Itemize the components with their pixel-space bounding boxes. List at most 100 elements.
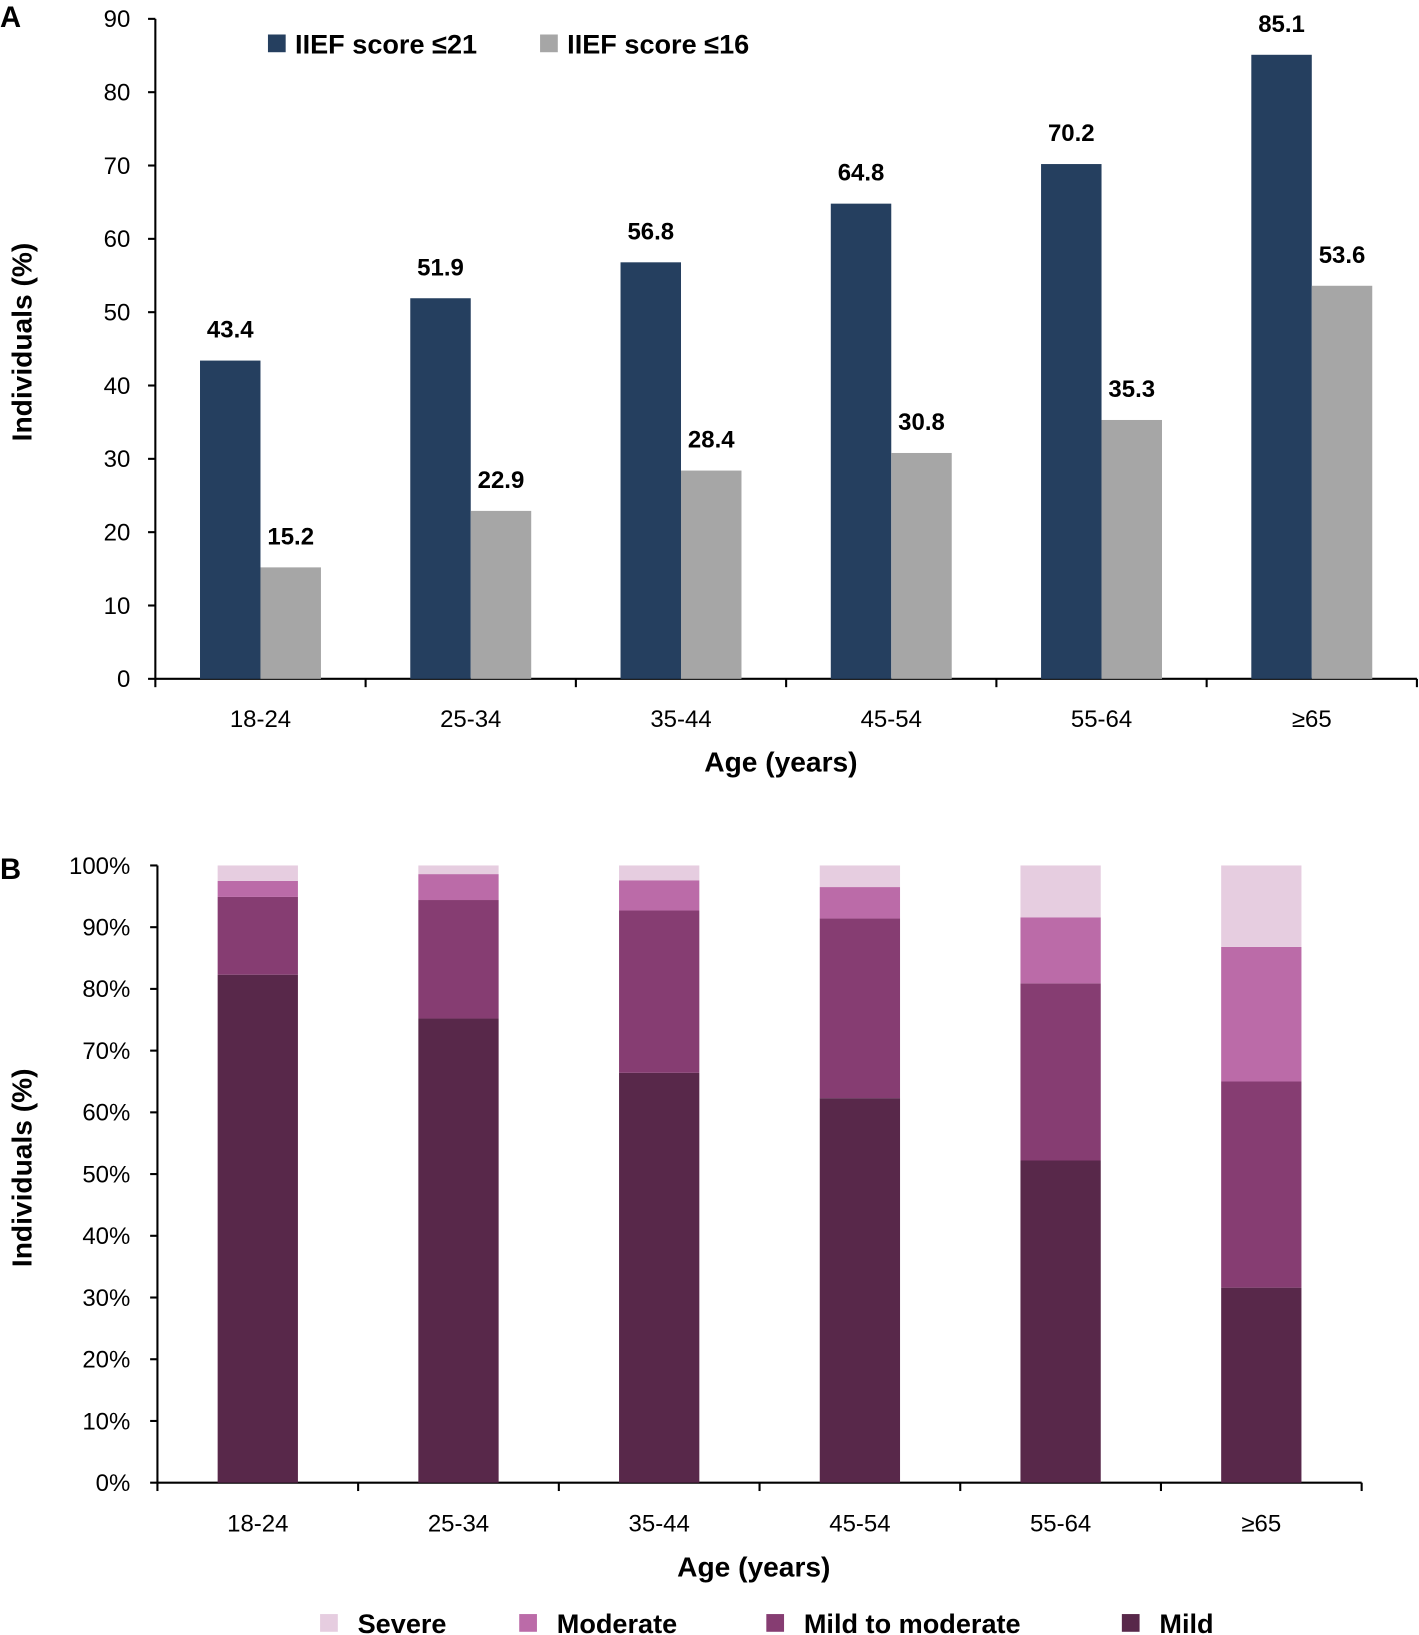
bar-segment-moderate [418, 874, 499, 901]
x-axis-title: Age (years) [677, 1552, 830, 1583]
bar-segment-severe [819, 865, 901, 888]
y-tick-label: 100% [69, 853, 130, 880]
legend-swatch [766, 1614, 785, 1632]
y-axis-title: Individuals (%) [6, 1069, 37, 1268]
data-label: 15.2 [267, 523, 314, 550]
legend-swatch [519, 1614, 537, 1632]
y-tick-label: 10% [82, 1408, 130, 1435]
bar-segment-severe [418, 865, 499, 875]
y-tick-label: 80% [82, 976, 130, 1003]
y-tick-label: 0% [96, 1470, 131, 1497]
y-tick-label: 90% [82, 915, 130, 942]
legend-swatch [540, 34, 558, 53]
bar-iief-21 [1041, 164, 1102, 679]
y-tick-label: 50% [82, 1161, 130, 1188]
bar-segment-mild [217, 974, 298, 1483]
y-tick-label: 20% [82, 1347, 130, 1374]
y-tick-label: 40% [82, 1223, 130, 1250]
y-tick-label: 80 [104, 80, 131, 107]
bar-iief-16 [470, 510, 532, 679]
bar-segment-severe [1020, 865, 1101, 918]
data-label: 70.2 [1048, 120, 1095, 147]
legend-label: Severe [358, 1608, 447, 1635]
bar-iief-21 [200, 360, 261, 679]
data-label: 28.4 [688, 427, 735, 454]
y-tick-label: 0 [117, 666, 130, 693]
bar-segment-mild [819, 1098, 901, 1483]
bar-segment-severe [619, 865, 700, 881]
bar-iief-21 [410, 298, 471, 679]
legend-swatch [320, 1614, 338, 1632]
data-label: 53.6 [1319, 242, 1366, 269]
x-tick-label: 55-64 [1071, 706, 1132, 733]
bar-segment-mild [418, 1018, 499, 1483]
bar-iief-21 [1251, 54, 1312, 679]
legend-swatch [1121, 1614, 1140, 1632]
bar-iief-16 [1101, 419, 1162, 679]
y-tick-label: 70% [82, 1038, 130, 1065]
legend-label: IIEF score ≤16 [567, 28, 749, 59]
data-label: 51.9 [417, 254, 464, 281]
bar-segment-moderate [1221, 946, 1302, 1082]
y-tick-label: 30 [104, 446, 131, 473]
chart-b: 0% 10% 20% 30% 40% 50% 60% 70% 80% 90% 100% 18-24 25… [6, 853, 1363, 1635]
panel-label-a: A [0, 2, 21, 34]
bar-segment-moderate [217, 880, 298, 897]
y-tick-label: 30% [82, 1285, 130, 1312]
bar-segment-mild [619, 1072, 700, 1483]
bar-segment-mild-to-moderate [819, 918, 901, 1099]
data-label: 85.1 [1258, 11, 1305, 38]
x-tick-label: 35-44 [650, 706, 711, 733]
bar-segment-severe [1221, 865, 1302, 947]
data-label: 56.8 [627, 218, 674, 245]
bar-segment-moderate [1020, 917, 1101, 984]
legend-label: IIEF score ≤21 [295, 28, 477, 59]
data-label: 22.9 [478, 467, 525, 494]
bar-iief-16 [891, 452, 952, 679]
data-label: 35.3 [1108, 376, 1155, 403]
bar-iief-16 [681, 470, 742, 679]
panel-label-b: B [0, 854, 21, 886]
y-tick-label: 20 [104, 520, 131, 547]
x-tick-label: ≥65 [1292, 706, 1332, 733]
bar-iief-21 [830, 203, 892, 679]
y-tick-label: 90 [104, 6, 131, 33]
y-tick-label: 60% [82, 1100, 130, 1127]
y-axis-title: Individuals (%) [6, 243, 37, 442]
bar-segment-mild-to-moderate [1221, 1081, 1302, 1288]
chart-a: 0 10 20 30 40 50 60 70 80 90 18-24 43.4 15.2 25-34 51.… [6, 6, 1418, 778]
bar-iief-16 [260, 567, 321, 679]
x-tick-label: ≥65 [1241, 1511, 1281, 1538]
bar-segment-mild-to-moderate [619, 910, 700, 1073]
legend-label: Mild [1159, 1608, 1213, 1635]
x-tick-label: 55-64 [1030, 1511, 1091, 1538]
bar-iief-16 [1311, 285, 1373, 679]
x-tick-label: 18-24 [230, 706, 291, 733]
y-tick-label: 40 [104, 373, 131, 400]
bar-segment-moderate [819, 887, 901, 919]
x-axis-title: Age (years) [704, 747, 857, 778]
data-label: 30.8 [898, 409, 945, 436]
bar-segment-mild-to-moderate [1020, 983, 1101, 1161]
bar-segment-mild [1020, 1160, 1101, 1483]
x-tick-label: 35-44 [629, 1511, 690, 1538]
bar-segment-mild-to-moderate [418, 900, 499, 1019]
legend-label: Moderate [557, 1608, 677, 1635]
bar-segment-mild-to-moderate [217, 896, 298, 975]
y-tick-label: 70 [104, 153, 131, 180]
bar-iief-21 [620, 262, 682, 679]
x-tick-label: 25-34 [428, 1511, 489, 1538]
y-tick-label: 50 [104, 300, 131, 327]
bar-segment-moderate [619, 880, 700, 911]
y-tick-label: 10 [104, 593, 131, 620]
x-tick-label: 45-54 [861, 706, 922, 733]
bar-segment-mild [1221, 1287, 1302, 1483]
y-tick-label: 60 [104, 226, 131, 253]
x-tick-label: 25-34 [440, 706, 501, 733]
legend-label: Mild to moderate [804, 1608, 1021, 1635]
data-label: 43.4 [207, 317, 254, 344]
x-tick-label: 18-24 [227, 1511, 288, 1538]
x-tick-label: 45-54 [829, 1511, 890, 1538]
legend-swatch [267, 34, 286, 53]
